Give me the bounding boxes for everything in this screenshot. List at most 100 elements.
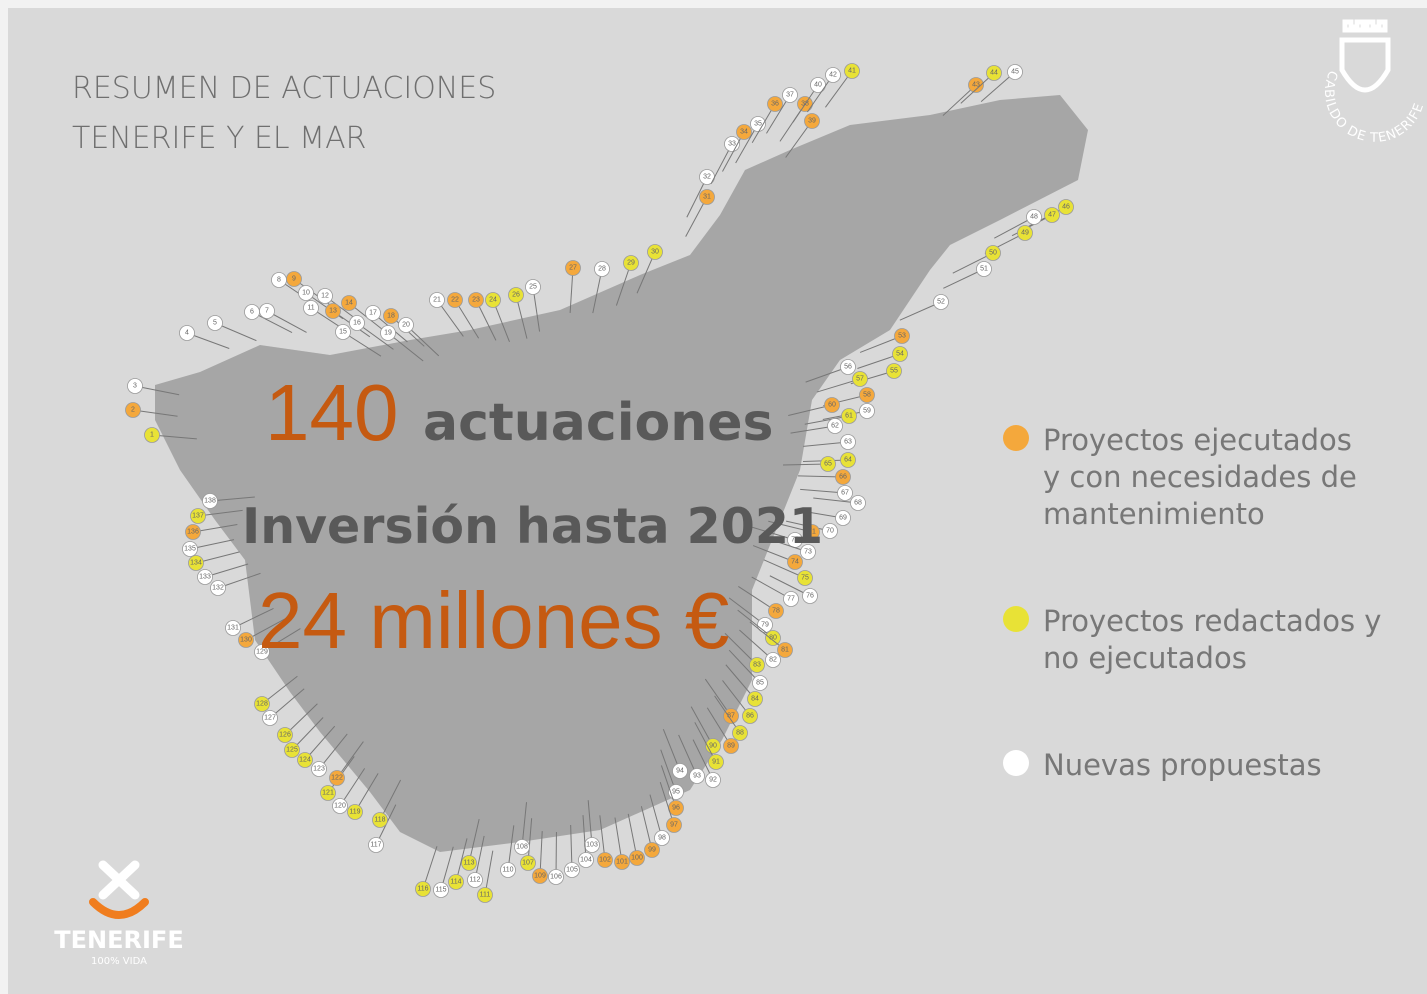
marker-label: 34: [740, 129, 748, 136]
marker: [767, 96, 783, 112]
marker: [886, 363, 902, 379]
marker-label: 46: [1062, 204, 1070, 211]
marker-label: 12: [321, 293, 329, 300]
marker-label: 44: [990, 70, 998, 77]
marker-label: 128: [256, 701, 268, 708]
marker: [368, 837, 384, 853]
marker-label: 21: [433, 297, 441, 304]
marker: [852, 371, 868, 387]
legend-text: Nuevas propuestas: [1043, 748, 1322, 782]
marker: [933, 294, 949, 310]
marker: [827, 418, 843, 434]
marker-label: 52: [937, 299, 945, 306]
marker-label: 132: [212, 585, 224, 592]
marker: [127, 378, 143, 394]
marker-label: 10: [302, 290, 310, 297]
marker-label: 84: [751, 696, 759, 703]
marker-label: 79: [761, 622, 769, 629]
legend-text: y con necesidades de: [1043, 460, 1357, 494]
marker-label: 62: [831, 423, 839, 430]
marker: [968, 77, 984, 93]
marker: [329, 770, 345, 786]
marker-label: 126: [279, 732, 291, 739]
marker: [286, 271, 302, 287]
marker-label: 39: [808, 118, 816, 125]
marker-label: 40: [814, 82, 822, 89]
marker-label: 64: [844, 457, 852, 464]
marker-label: 29: [627, 260, 635, 267]
marker-label: 11: [307, 305, 314, 312]
marker: [508, 287, 524, 303]
count-text: actuaciones: [423, 393, 774, 453]
marker: [447, 292, 463, 308]
marker-label: 104: [580, 857, 592, 864]
marker: [840, 452, 856, 468]
marker: [594, 261, 610, 277]
marker-label: 56: [844, 364, 852, 371]
marker: [986, 65, 1002, 81]
marker: [1017, 225, 1033, 241]
marker-label: 14: [345, 300, 353, 307]
marker-label: 49: [1021, 230, 1029, 237]
marker-label: 65: [824, 461, 832, 468]
marker-label: 24: [489, 297, 497, 304]
marker-label: 89: [727, 743, 735, 750]
marker-label: 74: [791, 559, 799, 566]
marker-label: 19: [384, 330, 392, 337]
marker-label: 50: [989, 250, 997, 257]
marker-label: 73: [804, 549, 812, 556]
marker: [850, 495, 866, 511]
marker: [254, 696, 270, 712]
marker: [225, 620, 241, 636]
marker: [689, 768, 705, 784]
marker-label: 3: [133, 383, 137, 390]
marker-label: 124: [299, 757, 311, 764]
marker-label: 125: [286, 747, 298, 754]
marker: [672, 763, 688, 779]
marker-label: 68: [854, 500, 862, 507]
marker-label: 13: [329, 308, 337, 315]
marker: [840, 434, 856, 450]
marker-label: 15: [339, 329, 347, 336]
marker-label: 102: [599, 857, 611, 864]
marker-label: 76: [806, 593, 814, 600]
marker-label: 114: [450, 879, 461, 886]
marker-label: 57: [856, 376, 864, 383]
marker-label: 91: [712, 759, 720, 766]
legend-text: no ejecutados: [1043, 641, 1247, 675]
marker-label: 30: [651, 249, 659, 256]
marker-label: 137: [192, 513, 204, 520]
marker: [262, 710, 278, 726]
marker: [985, 245, 1001, 261]
marker-label: 1: [150, 432, 154, 439]
marker: [185, 524, 201, 540]
marker: [259, 303, 275, 319]
marker: [623, 255, 639, 271]
marker-label: 129: [256, 649, 268, 656]
marker-label: 119: [349, 809, 360, 816]
marker-label: 105: [566, 867, 578, 874]
marker-label: 26: [512, 292, 520, 299]
marker-label: 92: [709, 777, 717, 784]
marker-label: 130: [240, 637, 252, 644]
marker: [824, 397, 840, 413]
marker-label: 106: [550, 874, 562, 881]
marker-label: 115: [435, 887, 446, 894]
marker-label: 110: [502, 867, 513, 874]
marker: [332, 798, 348, 814]
marker-label: 41: [848, 68, 856, 75]
marker-label: 27: [569, 265, 577, 272]
marker: [415, 881, 431, 897]
marker: [254, 644, 270, 660]
marker-label: 71: [808, 529, 816, 536]
marker: [749, 657, 765, 673]
marker-label: 23: [472, 297, 480, 304]
marker-label: 45: [1011, 69, 1019, 76]
marker-label: 118: [374, 817, 385, 824]
count: 140: [265, 368, 398, 457]
marker: [365, 305, 381, 321]
marker-label: 85: [756, 680, 764, 687]
marker-label: 22: [451, 297, 459, 304]
